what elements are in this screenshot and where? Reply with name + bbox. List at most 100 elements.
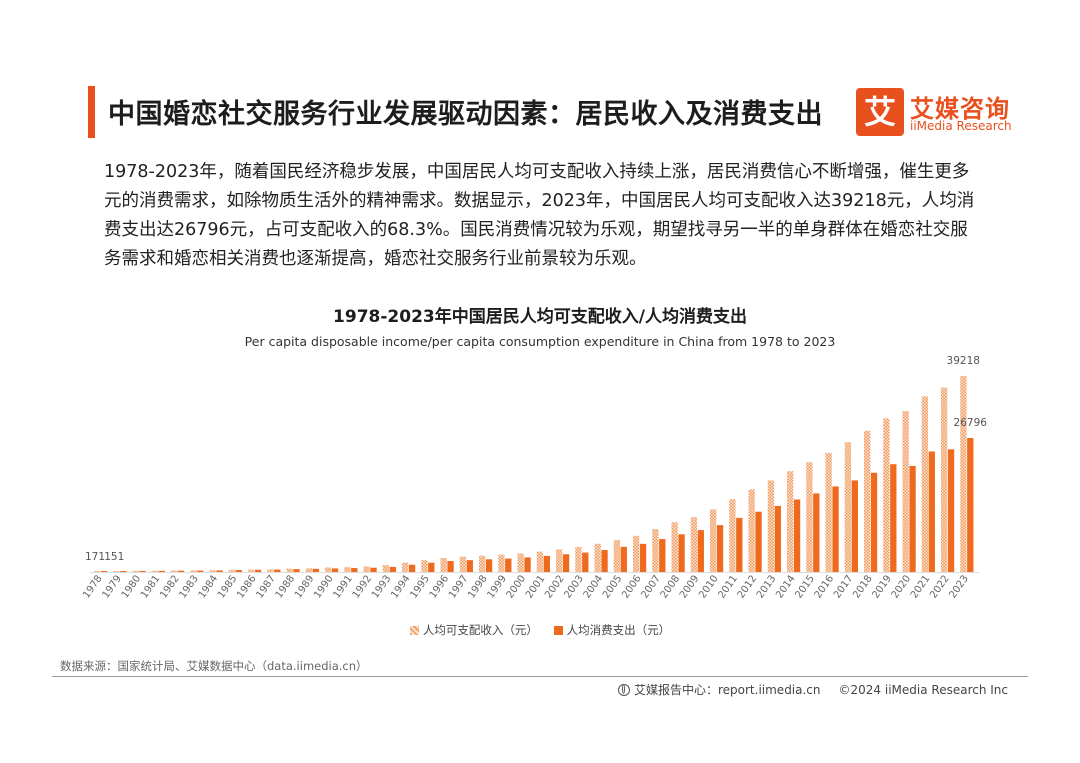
x-tick-1998: 1998 bbox=[466, 573, 490, 600]
x-tick-2002: 2002 bbox=[543, 573, 567, 600]
bar-income-1980 bbox=[132, 570, 139, 572]
bar-consumption-2021 bbox=[928, 451, 935, 572]
bar-income-1995 bbox=[421, 560, 428, 572]
x-tick-1980: 1980 bbox=[120, 573, 144, 600]
bar-consumption-1984 bbox=[216, 570, 223, 572]
title-accent-bar bbox=[88, 86, 95, 138]
bar-income-2005 bbox=[613, 540, 621, 572]
bar-income-1998 bbox=[479, 555, 486, 572]
x-tick-2007: 2007 bbox=[639, 573, 663, 600]
x-tick-1979: 1979 bbox=[100, 573, 124, 600]
x-tick-2015: 2015 bbox=[793, 573, 817, 600]
x-tick-1986: 1986 bbox=[235, 573, 259, 600]
bar-income-2004 bbox=[594, 543, 601, 572]
bar-income-2023 bbox=[960, 375, 967, 572]
bar-consumption-2019 bbox=[890, 464, 897, 572]
data-label-consumption-last: 26796 bbox=[954, 417, 988, 429]
bar-income-2010 bbox=[710, 509, 717, 572]
chart-legend: 人均可支配收入（元） 人均消费支出（元） bbox=[0, 622, 1080, 638]
x-tick-2020: 2020 bbox=[890, 573, 914, 600]
x-tick-2019: 2019 bbox=[870, 573, 894, 600]
x-tick-1981: 1981 bbox=[139, 573, 163, 600]
bar-income-2007 bbox=[652, 529, 659, 572]
bar-income-1996 bbox=[440, 557, 447, 572]
chart-title: 1978-2023年中国居民人均可支配收入/人均消费支出 bbox=[333, 307, 747, 327]
bar-consumption-1999 bbox=[505, 558, 512, 572]
bar-consumption-1996 bbox=[447, 561, 454, 572]
bar-income-2014 bbox=[787, 471, 794, 572]
data-source: 数据来源：国家统计局、艾媒数据中心（data.iimedia.cn） bbox=[60, 659, 368, 673]
x-tick-1996: 1996 bbox=[428, 573, 452, 600]
bar-income-2009 bbox=[690, 517, 698, 572]
bar-consumption-2004 bbox=[601, 550, 608, 572]
bar-income-1985 bbox=[228, 569, 236, 572]
x-tick-1990: 1990 bbox=[312, 573, 336, 600]
bar-consumption-2014 bbox=[793, 499, 801, 572]
x-tick-1991: 1991 bbox=[331, 573, 355, 600]
x-tick-1984: 1984 bbox=[197, 573, 221, 600]
x-tick-1994: 1994 bbox=[389, 573, 413, 600]
x-tick-2003: 2003 bbox=[562, 573, 586, 600]
x-tick-1997: 1997 bbox=[447, 573, 471, 600]
legend-item-income: 人均可支配收入（元） bbox=[409, 622, 538, 638]
x-tick-2004: 2004 bbox=[582, 573, 606, 600]
bar-consumption-2011 bbox=[736, 517, 743, 572]
bar-income-2017 bbox=[844, 442, 852, 572]
bar-consumption-2015 bbox=[813, 493, 820, 572]
bar-consumption-1998 bbox=[485, 559, 493, 572]
x-tick-1983: 1983 bbox=[177, 573, 201, 600]
legend-label-income: 人均可支配收入（元） bbox=[422, 623, 538, 637]
bar-consumption-2007 bbox=[659, 539, 666, 572]
bar-consumption-1979 bbox=[120, 571, 127, 572]
copyright: ©2024 iiMedia Research Inc bbox=[838, 683, 1008, 697]
bar-consumption-2006 bbox=[639, 543, 647, 572]
x-tick-2022: 2022 bbox=[928, 573, 952, 600]
bar-income-2002 bbox=[556, 549, 563, 572]
x-tick-2009: 2009 bbox=[678, 573, 702, 600]
x-tick-2012: 2012 bbox=[736, 573, 760, 600]
bar-income-1987 bbox=[267, 569, 274, 572]
bar-income-1983 bbox=[190, 570, 197, 572]
x-tick-1978: 1978 bbox=[81, 573, 105, 600]
bar-consumption-1992 bbox=[370, 567, 377, 572]
x-tick-2010: 2010 bbox=[697, 573, 721, 600]
bar-consumption-2008 bbox=[678, 534, 685, 572]
bar-consumption-2002 bbox=[562, 554, 570, 572]
bar-income-1990 bbox=[325, 567, 332, 572]
bar-consumption-1981 bbox=[158, 570, 165, 572]
logo-text-cn: 艾媒咨询 bbox=[910, 95, 1010, 123]
bar-consumption-2023 bbox=[967, 438, 974, 572]
bar-income-1993 bbox=[382, 565, 390, 572]
bar-income-2016 bbox=[825, 452, 832, 572]
legend-swatch-income bbox=[409, 626, 419, 635]
bar-income-2015 bbox=[806, 462, 813, 572]
chart-subtitle: Per capita disposable income/per capita … bbox=[244, 334, 836, 349]
bar-consumption-1990 bbox=[331, 568, 339, 572]
x-tick-2005: 2005 bbox=[601, 573, 625, 600]
x-tick-2001: 2001 bbox=[524, 573, 548, 600]
bar-income-1982 bbox=[171, 570, 178, 572]
x-tick-1995: 1995 bbox=[408, 573, 432, 600]
bar-income-1992 bbox=[363, 566, 370, 572]
bar-income-2021 bbox=[921, 396, 929, 572]
bar-consumption-1994 bbox=[408, 564, 416, 572]
bar-consumption-1983 bbox=[197, 570, 204, 572]
bar-income-2003 bbox=[575, 546, 582, 572]
bar-income-1991 bbox=[344, 567, 351, 572]
bar-income-2012 bbox=[748, 489, 755, 572]
bar-income-1999 bbox=[498, 554, 505, 572]
bar-consumption-2000 bbox=[524, 557, 531, 572]
bar-income-1978 bbox=[94, 571, 101, 572]
bar-consumption-1988 bbox=[293, 569, 300, 572]
bar-consumption-2009 bbox=[697, 530, 704, 572]
globe-icon bbox=[617, 684, 630, 696]
bar-income-1994 bbox=[402, 562, 409, 572]
iimedia-logo: 艾 艾媒咨询 iiMedia Research bbox=[856, 88, 1026, 140]
bar-income-2013 bbox=[767, 480, 775, 572]
legend-label-consumption: 人均消费支出（元） bbox=[566, 623, 671, 637]
x-tick-1985: 1985 bbox=[216, 573, 240, 600]
bar-consumption-1985 bbox=[235, 570, 242, 572]
report-center[interactable]: 艾媒报告中心：report.iimedia.cn bbox=[633, 683, 821, 697]
bar-consumption-2020 bbox=[909, 465, 916, 572]
